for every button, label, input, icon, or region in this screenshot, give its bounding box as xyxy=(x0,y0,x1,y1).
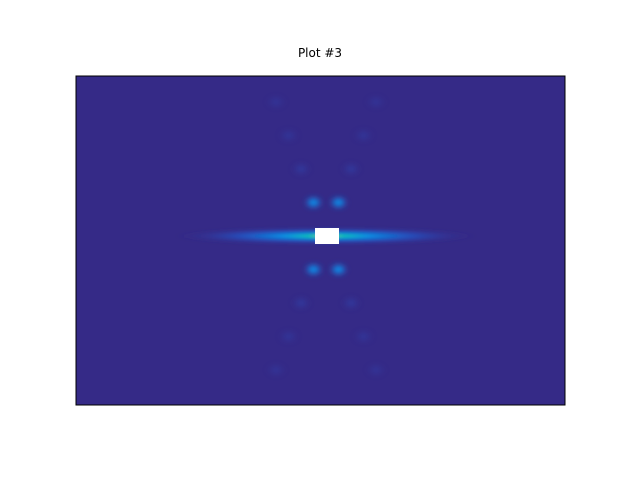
axes-frame xyxy=(75,75,566,406)
lobe-lower-right-3 xyxy=(353,330,374,343)
lobe-upper-left-1 xyxy=(304,196,323,209)
heatmap-layer xyxy=(176,95,476,377)
lobe-upper-left-3 xyxy=(278,129,299,142)
lobe-upper-right-2 xyxy=(341,162,361,176)
lobe-lower-left-2 xyxy=(291,296,311,310)
lobe-upper-left-2 xyxy=(291,162,311,176)
lobe-upper-right-3 xyxy=(353,129,374,142)
central-peak xyxy=(315,228,339,244)
chart-title: Plot #3 xyxy=(297,46,343,60)
lobe-lower-left-1 xyxy=(304,263,323,276)
lobe-upper-right-1 xyxy=(329,196,348,209)
lobe-lower-right-4 xyxy=(365,363,387,377)
lobe-lower-left-4 xyxy=(265,363,287,377)
lobe-upper-left-4 xyxy=(265,95,287,109)
lobe-lower-right-2 xyxy=(341,296,361,310)
lobe-lower-left-3 xyxy=(278,330,299,343)
lobe-lower-right-1 xyxy=(329,263,348,276)
lobe-upper-right-4 xyxy=(365,95,387,109)
